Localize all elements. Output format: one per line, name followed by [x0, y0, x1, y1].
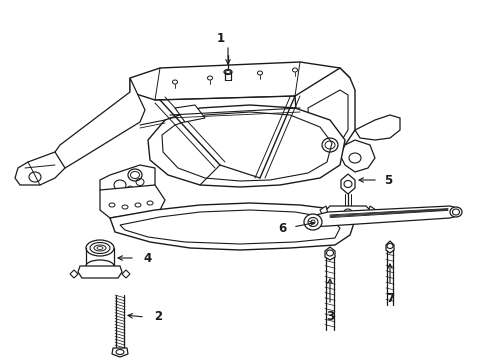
Ellipse shape: [86, 240, 114, 256]
Polygon shape: [385, 241, 393, 253]
Polygon shape: [339, 140, 374, 172]
Polygon shape: [70, 270, 78, 278]
Polygon shape: [175, 105, 204, 122]
Ellipse shape: [449, 207, 461, 217]
Polygon shape: [100, 185, 164, 218]
Text: 4: 4: [143, 252, 152, 265]
Polygon shape: [367, 206, 375, 218]
Polygon shape: [307, 206, 459, 227]
Text: 1: 1: [217, 31, 224, 45]
Text: 6: 6: [277, 221, 285, 234]
Polygon shape: [340, 174, 354, 194]
Polygon shape: [325, 206, 369, 218]
Text: 7: 7: [385, 292, 393, 305]
Polygon shape: [110, 203, 354, 250]
Polygon shape: [122, 270, 130, 278]
Text: 3: 3: [325, 310, 333, 324]
Polygon shape: [325, 247, 334, 260]
Text: 2: 2: [154, 310, 162, 324]
Polygon shape: [55, 78, 145, 168]
Polygon shape: [162, 112, 331, 181]
Polygon shape: [130, 62, 349, 100]
Polygon shape: [112, 348, 128, 357]
Polygon shape: [100, 165, 155, 195]
Polygon shape: [120, 210, 339, 244]
Polygon shape: [354, 115, 399, 140]
Polygon shape: [78, 266, 122, 278]
Polygon shape: [307, 90, 347, 158]
Polygon shape: [15, 152, 65, 185]
Ellipse shape: [86, 260, 114, 272]
Polygon shape: [319, 206, 327, 218]
Polygon shape: [294, 68, 354, 165]
Polygon shape: [148, 105, 345, 187]
Ellipse shape: [116, 350, 124, 355]
Text: 5: 5: [383, 174, 391, 186]
Ellipse shape: [224, 69, 231, 75]
Ellipse shape: [304, 214, 321, 230]
